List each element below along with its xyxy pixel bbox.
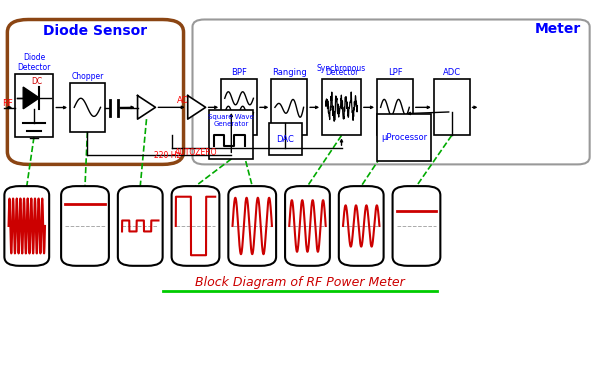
Text: RF: RF: [2, 99, 13, 108]
FancyBboxPatch shape: [118, 186, 163, 266]
FancyBboxPatch shape: [322, 79, 361, 135]
FancyBboxPatch shape: [61, 186, 109, 266]
FancyBboxPatch shape: [285, 186, 330, 266]
Text: AUTOZERO: AUTOZERO: [175, 148, 217, 157]
Text: Meter: Meter: [535, 22, 581, 35]
Text: 220 Hz: 220 Hz: [154, 151, 181, 160]
FancyBboxPatch shape: [4, 186, 49, 266]
FancyBboxPatch shape: [193, 19, 590, 164]
Text: Synchronous: Synchronous: [317, 65, 366, 73]
Text: Ranging: Ranging: [272, 69, 307, 77]
FancyBboxPatch shape: [339, 186, 383, 266]
Text: Detector: Detector: [325, 69, 358, 77]
Text: μProcessor: μProcessor: [381, 133, 427, 142]
Text: Chopper: Chopper: [71, 72, 104, 81]
Text: AC: AC: [177, 96, 188, 105]
FancyBboxPatch shape: [271, 79, 307, 135]
FancyBboxPatch shape: [229, 186, 276, 266]
Text: DC: DC: [31, 77, 43, 85]
FancyBboxPatch shape: [269, 123, 302, 155]
FancyBboxPatch shape: [221, 79, 257, 135]
FancyBboxPatch shape: [209, 110, 253, 159]
FancyBboxPatch shape: [14, 74, 53, 137]
FancyBboxPatch shape: [70, 83, 105, 132]
Polygon shape: [23, 87, 40, 109]
FancyBboxPatch shape: [172, 186, 220, 266]
Text: Square Wave
Generator: Square Wave Generator: [208, 114, 254, 127]
Text: Block Diagram of RF Power Meter: Block Diagram of RF Power Meter: [195, 276, 405, 289]
Text: BPF: BPF: [231, 69, 247, 77]
Text: DAC: DAC: [277, 135, 295, 143]
FancyBboxPatch shape: [377, 114, 431, 161]
Text: Diode
Detector: Diode Detector: [17, 53, 50, 72]
FancyBboxPatch shape: [434, 79, 470, 135]
Text: Diode Sensor: Diode Sensor: [43, 24, 148, 38]
FancyBboxPatch shape: [392, 186, 440, 266]
FancyBboxPatch shape: [7, 19, 184, 164]
Text: ADC: ADC: [443, 69, 461, 77]
Polygon shape: [188, 96, 206, 119]
FancyBboxPatch shape: [377, 79, 413, 135]
Text: LPF: LPF: [388, 69, 402, 77]
Polygon shape: [137, 96, 155, 119]
